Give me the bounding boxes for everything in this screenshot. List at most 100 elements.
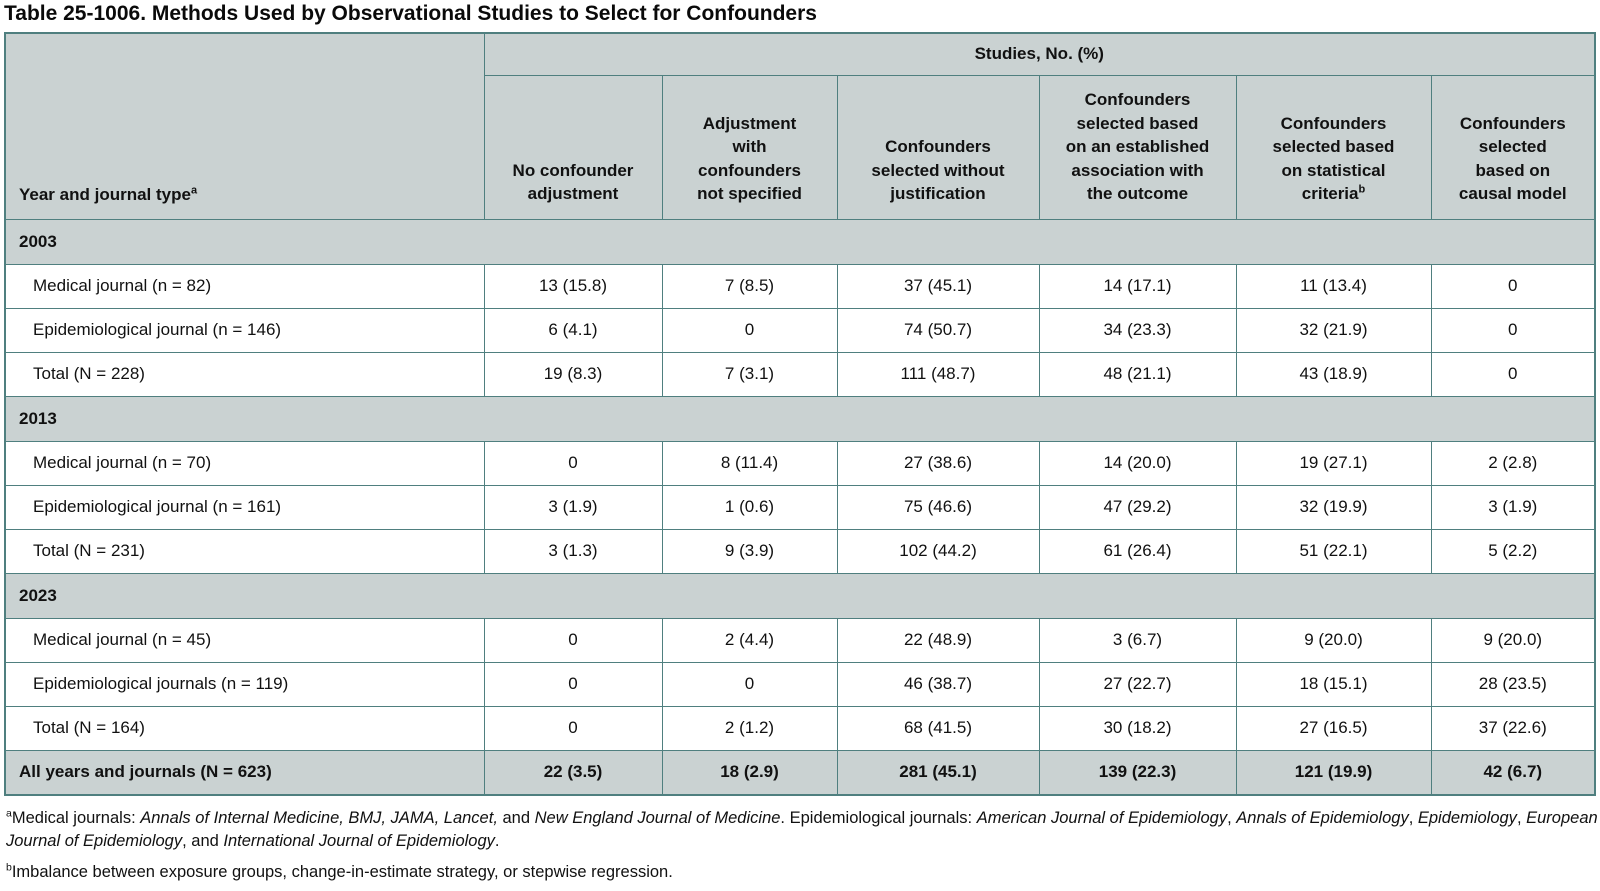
footnote-a-text: , [1516, 809, 1527, 827]
value-cell: 0 [483, 617, 663, 663]
value-cell: 22 (48.9) [836, 617, 1040, 663]
footnote-a-text: Medical journals: [11, 809, 141, 827]
footnote-a-text: , [1408, 809, 1418, 827]
value-cell: 2 (4.4) [661, 617, 838, 663]
value-cell: 9 (20.0) [1235, 617, 1432, 663]
value-cell: 11 (13.4) [1235, 263, 1432, 309]
footnote-b-text: Imbalance between exposure groups, chang… [11, 862, 673, 881]
journal-name: International Journal of Epidemiology [223, 832, 495, 851]
value-cell: 18 (2.9) [661, 749, 838, 796]
footnote-a-text: . [494, 832, 500, 851]
row-label: Medical journal (n = 82) [4, 263, 485, 309]
journal-name: New England Journal of Medicine [534, 809, 781, 827]
section-row-2023: 2023 [4, 572, 1596, 619]
value-cell: 37 (22.6) [1430, 705, 1596, 751]
table-row: Total (N = 228) 19 (8.3) 7 (3.1) 111 (48… [4, 351, 1596, 397]
column-header-label: Confounders selected based on an establi… [1065, 90, 1210, 204]
value-cell: 0 [483, 705, 663, 751]
value-cell: 1 (0.6) [661, 484, 838, 530]
value-cell: 5 (2.2) [1430, 528, 1596, 574]
footnote-b: bImbalance between exposure groups, chan… [6, 861, 1600, 884]
row-label: Epidemiological journals (n = 119) [4, 661, 485, 707]
table-row: Epidemiological journal (n = 146) 6 (4.1… [4, 307, 1596, 353]
column-header-label: No confounder adjustment [512, 160, 634, 204]
section-row-2003: 2003 [4, 218, 1596, 265]
value-cell: 0 [1430, 307, 1596, 353]
table-row: Total (N = 231) 3 (1.3) 9 (3.9) 102 (44.… [4, 528, 1596, 574]
table-row: Epidemiological journal (n = 161) 3 (1.9… [4, 484, 1596, 530]
table-title: Table 25-1006. Methods Used by Observati… [4, 2, 817, 25]
value-cell: 9 (3.9) [661, 528, 838, 574]
value-cell: 48 (21.1) [1038, 351, 1237, 397]
journal-name: European Journal of Epidemiology [6, 809, 1598, 851]
table-row: Medical journal (n = 45) 0 2 (4.4) 22 (4… [4, 617, 1596, 663]
value-cell: 3 (1.3) [483, 528, 663, 574]
value-cell: 102 (44.2) [836, 528, 1040, 574]
value-cell: 0 [661, 661, 838, 707]
value-cell: 61 (26.4) [1038, 528, 1237, 574]
journal-name: Annals of Internal Medicine, BMJ, JAMA, … [140, 809, 498, 827]
row-label: Medical journal (n = 45) [4, 617, 485, 663]
value-cell: 3 (6.7) [1038, 617, 1237, 663]
value-cell: 9 (20.0) [1430, 617, 1596, 663]
footnote-a: aMedical journals: Annals of Internal Me… [6, 807, 1600, 854]
column-header-label: Confounders selected without justificati… [871, 137, 1005, 204]
value-cell: 37 (45.1) [836, 263, 1040, 309]
value-cell: 7 (3.1) [661, 351, 838, 397]
value-cell: 19 (8.3) [483, 351, 663, 397]
value-cell: 14 (17.1) [1038, 263, 1237, 309]
value-cell: 6 (4.1) [483, 307, 663, 353]
value-cell: 0 [483, 440, 663, 486]
journal-name: Epidemiology [1417, 809, 1517, 827]
value-cell: 34 (23.3) [1038, 307, 1237, 353]
value-cell: 42 (6.7) [1430, 749, 1596, 796]
value-cell: 28 (23.5) [1430, 661, 1596, 707]
column-header-label: Adjustment with confounders not specifie… [697, 113, 802, 204]
value-cell: 281 (45.1) [836, 749, 1040, 796]
value-cell: 0 [483, 661, 663, 707]
value-cell: 27 (22.7) [1038, 661, 1237, 707]
row-label: Epidemiological journal (n = 161) [4, 484, 485, 530]
column-header-label: Confounders selected based on statistica… [1272, 113, 1395, 204]
value-cell: 13 (15.8) [483, 263, 663, 309]
value-cell: 30 (18.2) [1038, 705, 1237, 751]
row-label: Total (N = 164) [4, 705, 485, 751]
value-cell: 111 (48.7) [836, 351, 1040, 397]
value-cell: 68 (41.5) [836, 705, 1040, 751]
value-cell: 46 (38.7) [836, 661, 1040, 707]
section-year-label: 2013 [4, 395, 1596, 442]
column-header-association-outcome: Confounders selected based on an establi… [1038, 74, 1237, 220]
value-cell: 32 (21.9) [1235, 307, 1432, 353]
totals-row: All years and journals (N = 623) 22 (3.5… [4, 749, 1596, 796]
table-row: Epidemiological journals (n = 119) 0 0 4… [4, 661, 1596, 707]
value-cell: 32 (19.9) [1235, 484, 1432, 530]
row-label: Medical journal (n = 70) [4, 440, 485, 486]
value-cell: 0 [1430, 263, 1596, 309]
studies-group-header: Studies, No. (%) [483, 32, 1596, 76]
footnote-a-text: . Epidemiological journals: [780, 809, 977, 827]
value-cell: 0 [1430, 351, 1596, 397]
footnote-a-text: , [1227, 809, 1237, 827]
totals-row-label: All years and journals (N = 623) [4, 749, 485, 796]
journal-name: Annals of Epidemiology [1236, 809, 1409, 827]
footnote-a-marker: a [6, 807, 12, 820]
value-cell: 7 (8.5) [661, 263, 838, 309]
row-label: Total (N = 228) [4, 351, 485, 397]
value-cell: 121 (19.9) [1235, 749, 1432, 796]
footnote-marker-b: b [1358, 183, 1366, 196]
column-header-without-justification: Confounders selected without justificati… [836, 74, 1040, 220]
section-year-label: 2023 [4, 572, 1596, 619]
value-cell: 75 (46.6) [836, 484, 1040, 530]
footnotes-block: aMedical journals: Annals of Internal Me… [6, 807, 1600, 884]
column-header-adjustment-not-specified: Adjustment with confounders not specifie… [661, 74, 838, 220]
value-cell: 2 (2.8) [1430, 440, 1596, 486]
year-journal-type-header: Year and journal typea [4, 32, 485, 220]
footnote-a-text: , and [182, 832, 224, 851]
value-cell: 27 (16.5) [1235, 705, 1432, 751]
table-row: Medical journal (n = 82) 13 (15.8) 7 (8.… [4, 263, 1596, 309]
value-cell: 18 (15.1) [1235, 661, 1432, 707]
section-year-label: 2003 [4, 218, 1596, 265]
value-cell: 22 (3.5) [483, 749, 663, 796]
footnote-a-text: and [497, 809, 535, 827]
